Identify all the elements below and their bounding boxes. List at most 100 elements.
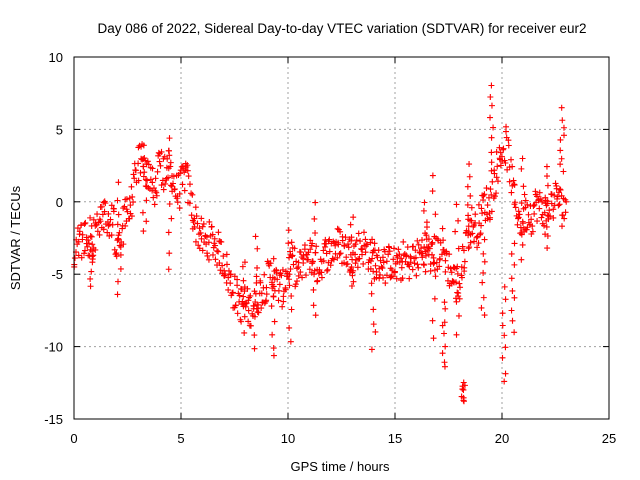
data-point [508, 250, 515, 257]
data-point [334, 254, 341, 261]
data-point [165, 266, 172, 273]
y-tick-label: 0 [56, 195, 63, 210]
data-point [464, 201, 471, 208]
data-point [217, 267, 224, 274]
data-point [557, 147, 564, 154]
data-point [177, 170, 184, 177]
data-point [412, 247, 419, 254]
data-point [105, 222, 112, 229]
data-point [524, 224, 531, 231]
data-point [488, 134, 495, 141]
data-point [139, 209, 146, 216]
data-point [508, 307, 515, 314]
data-point [378, 263, 385, 270]
y-axis-label: SDTVAR / TECUs [8, 185, 23, 290]
data-point [406, 275, 413, 282]
data-point [543, 163, 550, 170]
data-point [481, 258, 488, 265]
data-point [337, 228, 344, 235]
data-point [467, 192, 474, 199]
data-point [511, 294, 518, 301]
data-point [461, 264, 468, 271]
data-point [140, 142, 147, 149]
data-point [108, 202, 115, 209]
data-point [383, 272, 390, 279]
data-point [293, 265, 300, 272]
data-point [113, 253, 120, 260]
data-point [348, 282, 355, 289]
data-point [251, 332, 258, 339]
data-point [359, 251, 366, 258]
data-point [318, 269, 325, 276]
data-point [285, 240, 292, 247]
data-point [268, 303, 275, 310]
data-point [369, 236, 376, 243]
data-point [348, 264, 355, 271]
data-point [398, 264, 405, 271]
data-point [247, 322, 254, 329]
data-point [407, 253, 414, 260]
data-point [255, 309, 262, 316]
data-point [282, 286, 289, 293]
data-point [168, 215, 175, 222]
data-point [541, 222, 548, 229]
data-point [473, 234, 480, 241]
data-point [471, 238, 478, 245]
data-point [309, 258, 316, 265]
data-point [550, 214, 557, 221]
data-point [288, 239, 295, 246]
x-axis-label: GPS time / hours [291, 459, 390, 474]
data-point [501, 283, 508, 290]
data-point [219, 262, 226, 269]
data-point [509, 287, 516, 294]
data-point [376, 275, 383, 282]
data-point [205, 239, 212, 246]
data-point [130, 199, 137, 206]
data-point [158, 148, 165, 155]
data-point [252, 233, 259, 240]
data-point [442, 305, 449, 312]
data-point [414, 237, 421, 244]
data-point [71, 255, 78, 262]
data-point [189, 191, 196, 198]
data-point [247, 292, 254, 299]
data-point [286, 254, 293, 261]
data-point [488, 102, 495, 109]
data-point [350, 278, 357, 285]
data-point [204, 252, 211, 259]
data-point [141, 155, 148, 162]
data-point [122, 222, 129, 229]
data-point [430, 335, 437, 342]
data-point [360, 229, 367, 236]
data-point [94, 211, 101, 218]
data-point [85, 240, 92, 247]
data-point [502, 296, 509, 303]
data-point [165, 229, 172, 236]
data-point [501, 332, 508, 339]
data-point [347, 221, 354, 228]
data-point [543, 202, 550, 209]
data-point [165, 174, 172, 181]
data-point [310, 286, 317, 293]
data-point [184, 167, 191, 174]
data-point [105, 210, 112, 217]
data-point [479, 210, 486, 217]
data-point [241, 329, 248, 336]
data-point [81, 247, 88, 254]
data-point [418, 245, 425, 252]
data-point [423, 243, 430, 250]
data-point [176, 205, 183, 212]
data-point [186, 200, 193, 207]
data-point [275, 287, 282, 294]
data-point [300, 260, 307, 267]
data-point [108, 232, 115, 239]
data-point [114, 221, 121, 228]
data-point [370, 268, 377, 275]
data-point [490, 124, 497, 131]
data-point [465, 232, 472, 239]
data-point [429, 188, 436, 195]
data-point [197, 229, 204, 236]
data-point [192, 238, 199, 245]
data-point [79, 231, 86, 238]
